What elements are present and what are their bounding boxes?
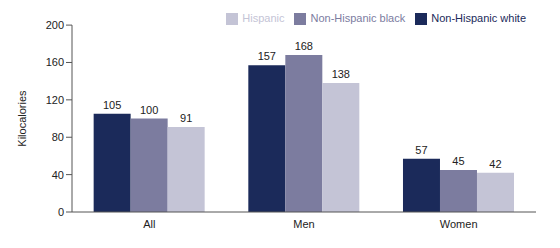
svg-text:Women: Women	[440, 218, 478, 230]
svg-text:91: 91	[180, 112, 192, 124]
svg-text:157: 157	[258, 50, 276, 62]
svg-text:105: 105	[103, 99, 121, 111]
svg-text:80: 80	[52, 131, 64, 143]
svg-text:Kilocalories: Kilocalories	[16, 90, 28, 147]
html-text:Hispanic: Hispanic	[242, 12, 285, 24]
svg-text:138: 138	[332, 68, 350, 80]
svg-text:All: All	[143, 218, 155, 230]
svg-text:160: 160	[46, 56, 64, 68]
svg-text:168: 168	[295, 40, 313, 52]
svg-text:200: 200	[46, 19, 64, 31]
html-text:Non-Hispanic black: Non-Hispanic black	[310, 12, 406, 24]
svg-text:100: 100	[140, 104, 158, 116]
svg-text:40: 40	[52, 169, 64, 181]
svg-text:42: 42	[489, 158, 501, 170]
svg-text:45: 45	[452, 155, 464, 167]
svg-text:57: 57	[415, 144, 427, 156]
svg-text:Men: Men	[293, 218, 314, 230]
svg-text:120: 120	[46, 94, 64, 106]
html-text:Non-Hispanic white: Non-Hispanic white	[431, 12, 526, 24]
svg-text:0: 0	[58, 206, 64, 218]
